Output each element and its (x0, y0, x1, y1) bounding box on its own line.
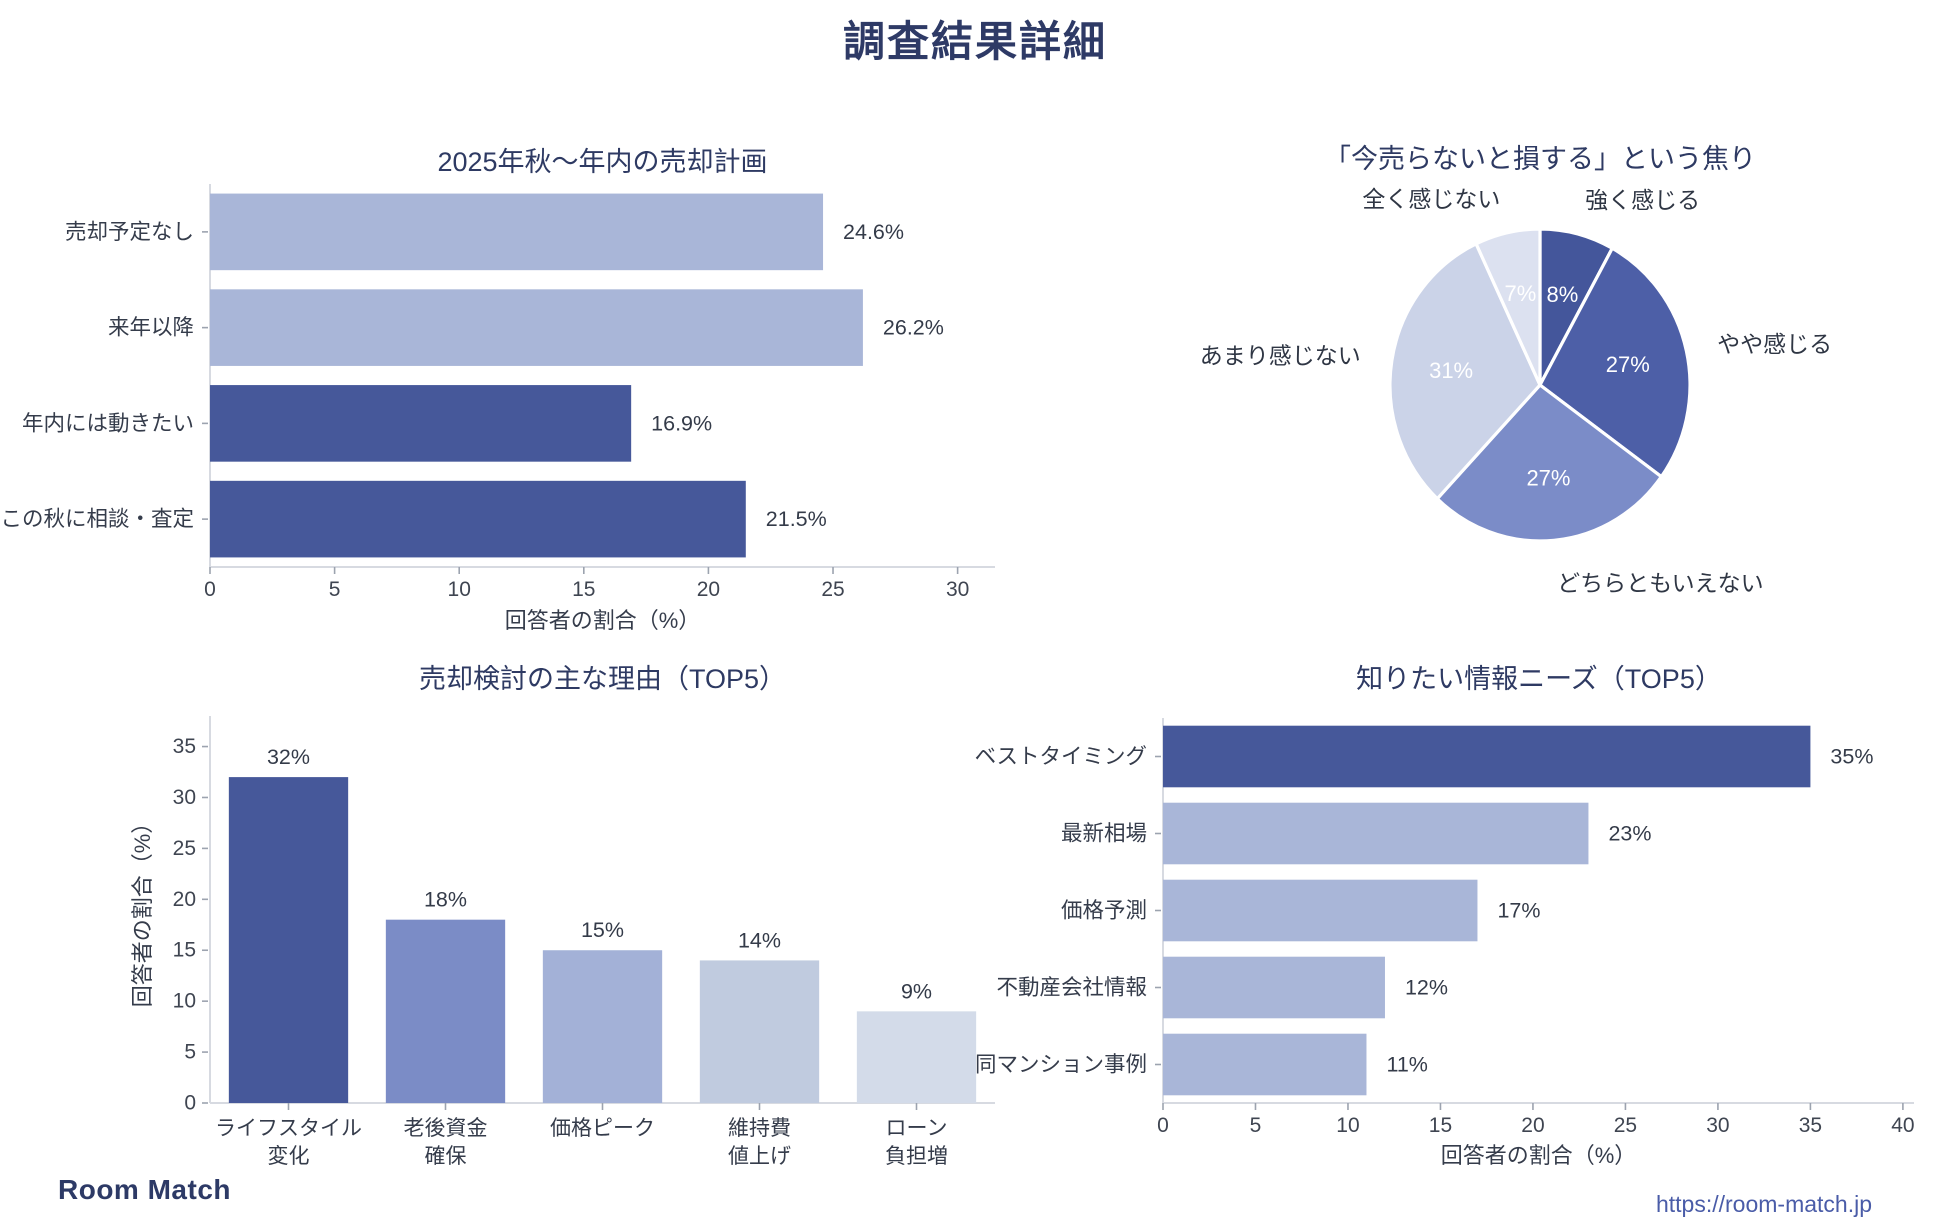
bar-value-label: 11% (1386, 1053, 1427, 1077)
bar-value-label: 15% (581, 918, 624, 942)
pie-percent-label: 8% (1546, 282, 1578, 307)
x-tick-label: 5 (1250, 1114, 1262, 1137)
bar (699, 960, 820, 1103)
pie-percent-label: 27% (1526, 466, 1570, 491)
x-axis-label: 回答者の割合（%） (505, 608, 701, 633)
category-label: 同マンション事例 (975, 1053, 1147, 1077)
pie-slice-label: あまり感じない (1200, 342, 1361, 368)
category-label: 不動産会社情報 (996, 976, 1147, 1000)
bar-value-label: 21.5% (766, 507, 827, 531)
category-label: 来年以降 (108, 316, 194, 340)
x-tick-label: 35 (1799, 1114, 1822, 1137)
bar (210, 385, 632, 462)
y-tick-label: 35 (173, 735, 196, 758)
bar (1163, 1033, 1367, 1096)
category-label: 最新相場 (1061, 822, 1147, 846)
pie-percent-label: 27% (1606, 352, 1650, 377)
x-tick-label: 25 (821, 578, 844, 601)
x-tick-label: 0 (204, 578, 216, 601)
y-axis-label: 回答者の割合（%） (130, 812, 155, 1008)
pie-slice-label: どちらともいえない (1557, 570, 1764, 596)
bar (210, 480, 746, 558)
bar-value-label: 23% (1608, 822, 1651, 846)
bar (856, 1011, 977, 1103)
category-label: ベストタイミング (975, 745, 1147, 769)
bar (228, 777, 349, 1103)
bar-value-label: 9% (901, 979, 932, 1003)
bar (1163, 956, 1385, 1019)
bar (210, 289, 863, 366)
category-label: ローン負担増 (885, 1117, 948, 1168)
pie-slice (1388, 242, 1542, 501)
chart-title-urgency: 「今売らないと損する」という焦り (1324, 144, 1756, 174)
page-title: 調査結果詳細 (842, 18, 1107, 65)
x-tick-label: 10 (448, 578, 471, 601)
bar-value-label: 32% (267, 745, 310, 769)
bar (1163, 802, 1589, 865)
x-tick-label: 25 (1614, 1114, 1637, 1137)
chart-title-info-needs: 知りたい情報ニーズ（TOP5） (1356, 664, 1722, 694)
footer-url-link[interactable]: https://room-match.jp (1655, 1191, 1872, 1217)
bar (210, 193, 824, 271)
bar-value-label: 14% (738, 928, 781, 952)
category-label: 売却予定なし (65, 220, 194, 244)
pie-slice (1435, 383, 1663, 543)
bar (1163, 725, 1811, 788)
x-tick-label: 10 (1336, 1114, 1359, 1137)
x-tick-label: 30 (946, 578, 969, 601)
category-label: 価格予測 (1061, 899, 1147, 923)
category-label: 年内には動きたい (22, 411, 194, 435)
pie-percent-label: 7% (1504, 281, 1536, 306)
bar-value-label: 24.6% (843, 220, 904, 244)
pie-slice-label: やや感じる (1717, 331, 1832, 357)
x-tick-label: 20 (697, 578, 720, 601)
y-tick-label: 25 (173, 837, 196, 860)
x-tick-label: 15 (1429, 1114, 1452, 1137)
bar (1163, 879, 1478, 942)
y-tick-label: 30 (173, 786, 196, 809)
category-label: この秋に相談・査定 (0, 507, 194, 531)
category-label: ライフスタイル変化 (215, 1117, 362, 1168)
pie-slice-label: 強く感じる (1585, 187, 1700, 213)
brand-logo: Room Match (58, 1174, 231, 1205)
bar-value-label: 16.9% (651, 411, 712, 435)
category-label: 維持費値上げ (728, 1117, 791, 1168)
x-tick-label: 15 (572, 578, 595, 601)
chart-title-sale-plan: 2025年秋〜年内の売却計画 (437, 147, 768, 177)
bar-value-label: 17% (1497, 899, 1540, 923)
bar-value-label: 18% (424, 888, 467, 912)
category-label: 価格ピーク (550, 1117, 655, 1140)
y-tick-label: 0 (184, 1092, 196, 1115)
bar (385, 919, 506, 1103)
category-label: 老後資金確保 (404, 1117, 488, 1168)
x-tick-label: 20 (1521, 1114, 1544, 1137)
pie-slice-label: 全く感じない (1362, 186, 1500, 212)
y-tick-label: 5 (184, 1041, 196, 1064)
y-tick-label: 15 (173, 939, 196, 962)
chart-title-sell-reasons: 売却検討の主な理由（TOP5） (418, 664, 787, 694)
x-tick-label: 30 (1706, 1114, 1729, 1137)
pie-slice (1474, 227, 1542, 387)
bar-value-label: 12% (1405, 976, 1448, 1000)
pie-slice (1538, 246, 1692, 479)
x-axis-label: 回答者の割合（%） (1441, 1143, 1637, 1168)
y-tick-label: 20 (173, 888, 196, 911)
bar-value-label: 26.2% (883, 316, 944, 340)
x-tick-label: 0 (1157, 1114, 1169, 1137)
y-tick-label: 10 (173, 990, 196, 1013)
pie-percent-label: 31% (1429, 358, 1473, 383)
bar-value-label: 35% (1830, 745, 1873, 769)
x-tick-label: 40 (1891, 1114, 1914, 1137)
x-tick-label: 5 (329, 578, 341, 601)
bar (542, 950, 663, 1103)
